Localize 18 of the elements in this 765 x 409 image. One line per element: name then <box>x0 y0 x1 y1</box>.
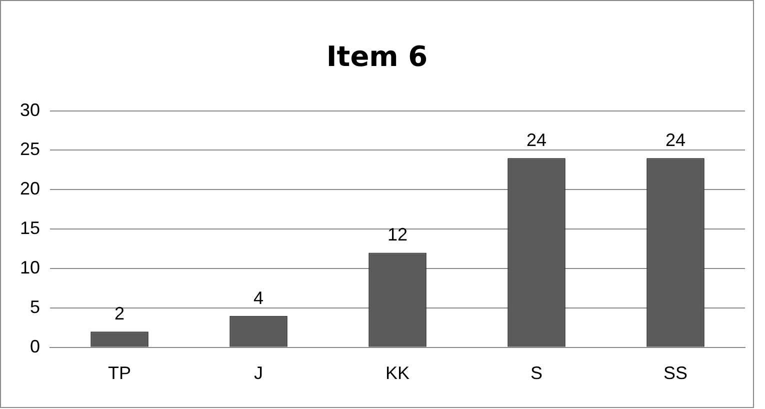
chart-title: Item 6 <box>325 40 429 73</box>
y-tick-label: 25 <box>20 139 40 160</box>
data-label: 24 <box>526 130 547 150</box>
y-tick-label: 0 <box>30 336 40 356</box>
data-label: 12 <box>387 224 408 245</box>
y-tick-label: 30 <box>20 100 40 120</box>
x-tick-label: S <box>530 363 543 384</box>
y-tick-label: 10 <box>20 258 40 278</box>
data-label: 24 <box>665 130 686 150</box>
x-tick-label: KK <box>386 363 410 384</box>
x-tick-label: J <box>254 363 264 384</box>
data-label: 2 <box>114 304 125 324</box>
y-tick-label: 20 <box>20 178 40 199</box>
x-tick-label: TP <box>108 363 132 384</box>
y-tick-label: 15 <box>20 218 40 238</box>
y-tick-label: 5 <box>30 296 40 317</box>
x-tick-label: SS <box>663 363 688 384</box>
data-label: 4 <box>254 288 264 308</box>
